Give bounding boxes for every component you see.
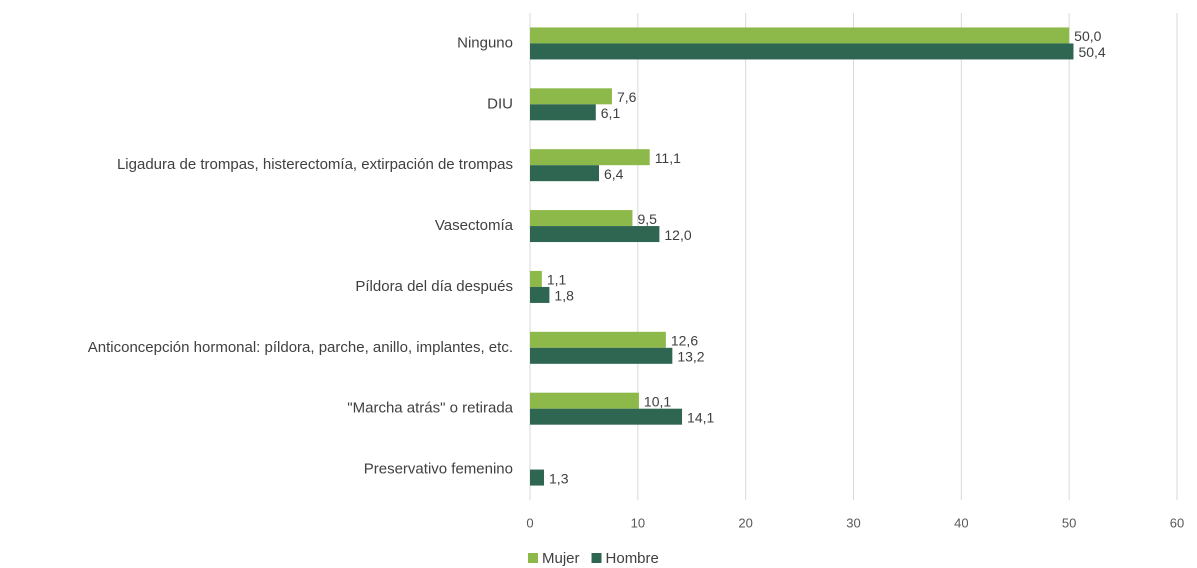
category-label: Anticoncepción hormonal: píldora, parche… [88,339,513,356]
value-label: 9,5 [637,211,657,227]
value-label: 7,6 [617,89,637,105]
bar [530,347,673,364]
x-tick-label: 0 [526,515,533,530]
value-label: 1,1 [547,272,567,288]
value-label: 1,3 [549,470,569,486]
category-label: DIU [487,95,513,112]
category-label: Píldora del día después [355,278,513,295]
bar [530,43,1074,60]
category-label: Ligadura de trompas, histerectomía, exti… [117,156,513,173]
bar [530,331,666,348]
bar [530,469,545,486]
bar [530,286,550,303]
value-label: 14,1 [687,409,714,425]
bar [530,408,683,425]
bar [530,27,1070,44]
bar [530,88,612,105]
value-label: 13,2 [677,349,704,365]
value-label: 11,1 [655,150,681,166]
bar [530,210,633,227]
bar [530,165,600,182]
category-label: Preservativo femenino [364,461,513,478]
category-label: "Marcha atrás" o retirada [347,400,513,417]
x-tick-label: 10 [631,515,645,530]
legend-label: Hombre [606,550,659,567]
x-tick-label: 40 [954,515,968,530]
legend-swatch [591,553,602,563]
legend-label: Mujer [542,550,580,567]
x-tick-label: 60 [1170,515,1184,530]
x-tick-label: 50 [1062,515,1076,530]
value-label: 10,1 [644,393,671,409]
bar [530,104,596,121]
category-label: Ninguno [457,34,513,51]
value-label: 50,4 [1078,44,1105,60]
category-label: Vasectomía [435,217,514,234]
value-label: 6,4 [604,166,624,182]
bar [530,392,639,409]
x-tick-label: 30 [846,515,860,530]
legend-swatch [528,553,538,563]
value-label: 12,6 [671,333,698,349]
bar [530,270,542,287]
bar [530,149,650,166]
value-label: 50,0 [1074,28,1101,44]
x-tick-label: 20 [738,515,752,530]
bar [530,226,660,243]
value-label: 12,0 [664,227,691,243]
value-label: 1,8 [554,288,574,304]
value-label: 6,1 [601,105,621,121]
